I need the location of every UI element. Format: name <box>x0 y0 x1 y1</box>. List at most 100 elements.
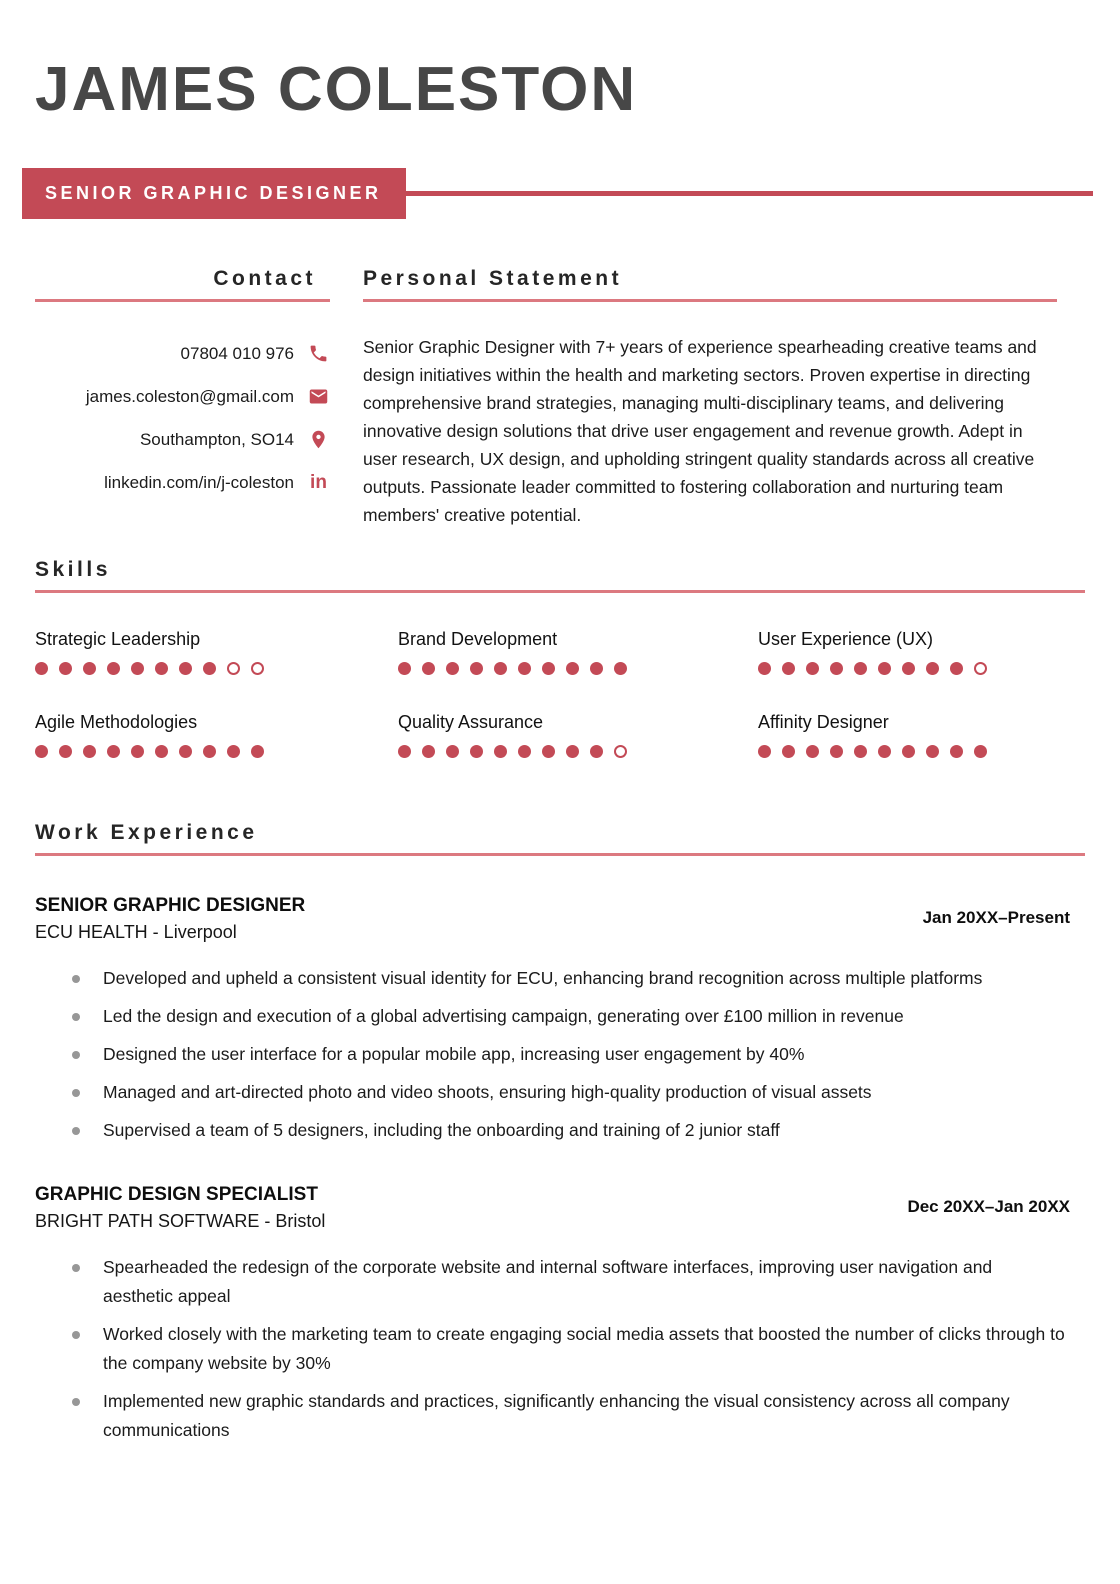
rating-dot-filled <box>35 662 48 675</box>
skills-heading: Skills <box>35 558 111 581</box>
rating-dot-filled <box>155 662 168 675</box>
skill-rating-dots <box>758 662 1085 675</box>
rating-dot-filled <box>203 662 216 675</box>
rating-dot-filled <box>950 745 963 758</box>
skill-item: Brand Development <box>398 627 758 675</box>
rating-dot-empty <box>251 662 264 675</box>
rating-dot-filled <box>614 662 627 675</box>
job-bullet: Managed and art-directed photo and video… <box>72 1078 1085 1107</box>
job-dates: Jan 20XX–Present <box>922 908 1070 927</box>
rating-dot-filled <box>494 745 507 758</box>
rating-dot-filled <box>494 662 507 675</box>
skill-item: User Experience (UX) <box>758 627 1085 675</box>
rating-dot-filled <box>782 745 795 758</box>
skill-rating-dots <box>35 662 398 675</box>
contact-row-location: Southampton, SO14 <box>35 428 330 451</box>
rating-dot-filled <box>926 745 939 758</box>
rating-dot-filled <box>590 745 603 758</box>
rating-dot-filled <box>83 745 96 758</box>
rating-dot-filled <box>518 745 531 758</box>
job-bullet-list: Developed and upheld a consistent visual… <box>35 964 1085 1145</box>
rating-dot-filled <box>398 745 411 758</box>
job-company: ECU HEALTH - Liverpool <box>35 922 237 942</box>
skill-item: Strategic Leadership <box>35 627 398 675</box>
job-bullet-list: Spearheaded the redesign of the corporat… <box>35 1253 1085 1445</box>
rating-dot-filled <box>179 745 192 758</box>
rating-dot-filled <box>398 662 411 675</box>
job-title-company: GRAPHIC DESIGN SPECIALIST BRIGHT PATH SO… <box>35 1180 325 1234</box>
job-bullet: Supervised a team of 5 designers, includ… <box>72 1116 1085 1145</box>
contact-row-phone: 07804 010 976 <box>35 342 330 365</box>
rating-dot-filled <box>251 745 264 758</box>
rating-dot-filled <box>107 662 120 675</box>
location-text: Southampton, SO14 <box>139 429 294 449</box>
rating-dot-empty <box>227 662 240 675</box>
job-entry: SENIOR GRAPHIC DESIGNER ECU HEALTH - Liv… <box>35 891 1085 1145</box>
skill-item: Agile Methodologies <box>35 710 398 758</box>
personal-statement-heading: Personal Statement <box>363 267 623 290</box>
rating-dot-filled <box>806 745 819 758</box>
rating-dot-filled <box>854 662 867 675</box>
job-header: GRAPHIC DESIGN SPECIALIST BRIGHT PATH SO… <box>35 1180 1085 1234</box>
work-experience-section: Work Experience SENIOR GRAPHIC DESIGNER … <box>35 820 1085 1445</box>
candidate-name: JAMES COLESTON <box>35 55 638 124</box>
job-bullet: Led the design and execution of a global… <box>72 1002 1085 1031</box>
job-company: BRIGHT PATH SOFTWARE - Bristol <box>35 1211 326 1231</box>
rating-dot-filled <box>59 662 72 675</box>
rating-dot-filled <box>107 745 120 758</box>
rating-dot-filled <box>902 662 915 675</box>
rating-dot-filled <box>446 662 459 675</box>
skill-rating-dots <box>758 745 1085 758</box>
location-icon <box>307 428 330 451</box>
skill-label: Affinity Designer <box>758 712 889 732</box>
job-bullet: Spearheaded the redesign of the corporat… <box>72 1253 1085 1311</box>
skill-label: Strategic Leadership <box>35 629 201 649</box>
rating-dot-filled <box>566 662 579 675</box>
personal-statement-rule <box>363 299 1057 302</box>
rating-dot-filled <box>902 745 915 758</box>
rating-dot-filled <box>830 662 843 675</box>
rating-dot-filled <box>566 745 579 758</box>
rating-dot-filled <box>950 662 963 675</box>
rating-dot-filled <box>758 662 771 675</box>
rating-dot-filled <box>470 745 483 758</box>
job-title: SENIOR GRAPHIC DESIGNER <box>35 895 306 916</box>
contact-statement-columns: Contact 07804 010 976 james.coleston@gma… <box>35 266 1085 529</box>
job-bullet: Developed and upheld a consistent visual… <box>72 964 1085 993</box>
rating-dot-filled <box>131 662 144 675</box>
skill-item: Quality Assurance <box>398 710 758 758</box>
phone-number: 07804 010 976 <box>180 343 294 363</box>
job-bullet: Implemented new graphic standards and pr… <box>72 1387 1085 1445</box>
skill-label: Agile Methodologies <box>35 712 198 732</box>
rating-dot-filled <box>782 662 795 675</box>
rating-dot-filled <box>155 745 168 758</box>
rating-dot-filled <box>542 745 555 758</box>
contact-heading: Contact <box>213 267 316 290</box>
rating-dot-filled <box>590 662 603 675</box>
rating-dot-empty <box>974 662 987 675</box>
work-experience-rule <box>35 853 1085 856</box>
rating-dot-filled <box>470 662 483 675</box>
rating-dot-filled <box>422 745 435 758</box>
rating-dot-filled <box>446 745 459 758</box>
rating-dot-filled <box>59 745 72 758</box>
job-entry: GRAPHIC DESIGN SPECIALIST BRIGHT PATH SO… <box>35 1180 1085 1445</box>
rating-dot-empty <box>614 745 627 758</box>
skill-rating-dots <box>35 745 398 758</box>
rating-dot-filled <box>518 662 531 675</box>
skills-rule <box>35 590 1085 593</box>
rating-dot-filled <box>203 745 216 758</box>
skills-section: Skills Strategic Leadership Brand Develo… <box>35 557 1085 758</box>
personal-statement-text: Senior Graphic Designer with 7+ years of… <box>363 337 1037 525</box>
rating-dot-filled <box>878 745 891 758</box>
rating-dot-filled <box>926 662 939 675</box>
job-bullet: Worked closely with the marketing team t… <box>72 1320 1085 1378</box>
skill-label: User Experience (UX) <box>758 629 934 649</box>
contact-row-email: james.coleston@gmail.com <box>35 385 330 408</box>
rating-dot-filled <box>422 662 435 675</box>
rating-dot-filled <box>35 745 48 758</box>
job-header: SENIOR GRAPHIC DESIGNER ECU HEALTH - Liv… <box>35 891 1085 945</box>
skill-label: Brand Development <box>398 629 558 649</box>
rating-dot-filled <box>878 662 891 675</box>
email-icon <box>307 385 330 408</box>
